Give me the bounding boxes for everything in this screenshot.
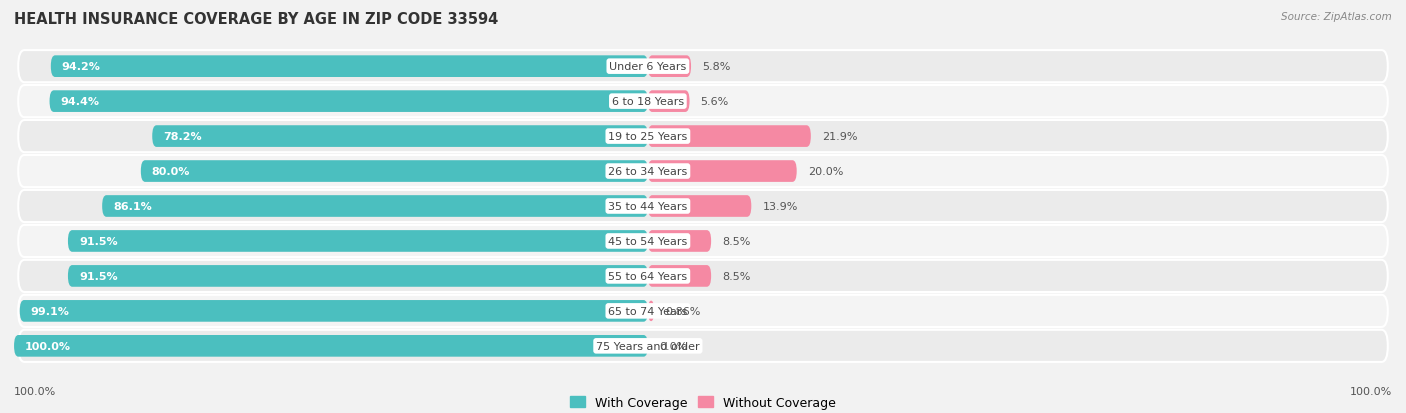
Legend: With Coverage, Without Coverage: With Coverage, Without Coverage <box>565 391 841 413</box>
Text: HEALTH INSURANCE COVERAGE BY AGE IN ZIP CODE 33594: HEALTH INSURANCE COVERAGE BY AGE IN ZIP … <box>14 12 498 27</box>
Text: 35 to 44 Years: 35 to 44 Years <box>609 202 688 211</box>
FancyBboxPatch shape <box>18 260 1388 292</box>
Text: 5.8%: 5.8% <box>702 62 731 72</box>
Text: 100.0%: 100.0% <box>1350 387 1392 396</box>
FancyBboxPatch shape <box>648 230 711 252</box>
Text: 8.5%: 8.5% <box>723 236 751 247</box>
Text: 5.6%: 5.6% <box>700 97 728 107</box>
Text: 20.0%: 20.0% <box>807 166 844 177</box>
Text: 91.5%: 91.5% <box>79 236 118 247</box>
FancyBboxPatch shape <box>141 161 648 183</box>
FancyBboxPatch shape <box>18 86 1388 118</box>
FancyBboxPatch shape <box>20 300 648 322</box>
FancyBboxPatch shape <box>67 266 648 287</box>
FancyBboxPatch shape <box>152 126 648 147</box>
FancyBboxPatch shape <box>648 126 811 147</box>
Text: 75 Years and older: 75 Years and older <box>596 341 700 351</box>
Text: 6 to 18 Years: 6 to 18 Years <box>612 97 683 107</box>
Text: 86.1%: 86.1% <box>114 202 152 211</box>
Text: Source: ZipAtlas.com: Source: ZipAtlas.com <box>1281 12 1392 22</box>
Text: 80.0%: 80.0% <box>152 166 190 177</box>
FancyBboxPatch shape <box>648 196 751 217</box>
FancyBboxPatch shape <box>648 161 797 183</box>
Text: 8.5%: 8.5% <box>723 271 751 281</box>
FancyBboxPatch shape <box>18 51 1388 83</box>
FancyBboxPatch shape <box>648 56 690 78</box>
FancyBboxPatch shape <box>18 156 1388 188</box>
FancyBboxPatch shape <box>648 91 689 113</box>
Text: 0.0%: 0.0% <box>659 341 688 351</box>
Text: 55 to 64 Years: 55 to 64 Years <box>609 271 688 281</box>
FancyBboxPatch shape <box>51 56 648 78</box>
Text: 45 to 54 Years: 45 to 54 Years <box>609 236 688 247</box>
FancyBboxPatch shape <box>18 295 1388 327</box>
Text: 26 to 34 Years: 26 to 34 Years <box>609 166 688 177</box>
Text: 65 to 74 Years: 65 to 74 Years <box>609 306 688 316</box>
Text: 94.4%: 94.4% <box>60 97 100 107</box>
FancyBboxPatch shape <box>648 300 654 322</box>
Text: 100.0%: 100.0% <box>14 387 56 396</box>
FancyBboxPatch shape <box>648 266 711 287</box>
FancyBboxPatch shape <box>18 190 1388 223</box>
Text: 13.9%: 13.9% <box>762 202 797 211</box>
FancyBboxPatch shape <box>49 91 648 113</box>
Text: 91.5%: 91.5% <box>79 271 118 281</box>
FancyBboxPatch shape <box>18 121 1388 153</box>
Text: 94.2%: 94.2% <box>62 62 101 72</box>
Text: 99.1%: 99.1% <box>31 306 70 316</box>
FancyBboxPatch shape <box>14 335 648 357</box>
Text: 19 to 25 Years: 19 to 25 Years <box>609 132 688 142</box>
FancyBboxPatch shape <box>103 196 648 217</box>
Text: Under 6 Years: Under 6 Years <box>609 62 686 72</box>
FancyBboxPatch shape <box>18 225 1388 257</box>
Text: 0.86%: 0.86% <box>665 306 700 316</box>
FancyBboxPatch shape <box>67 230 648 252</box>
FancyBboxPatch shape <box>18 330 1388 362</box>
Text: 78.2%: 78.2% <box>163 132 202 142</box>
Text: 100.0%: 100.0% <box>25 341 72 351</box>
Text: 21.9%: 21.9% <box>823 132 858 142</box>
